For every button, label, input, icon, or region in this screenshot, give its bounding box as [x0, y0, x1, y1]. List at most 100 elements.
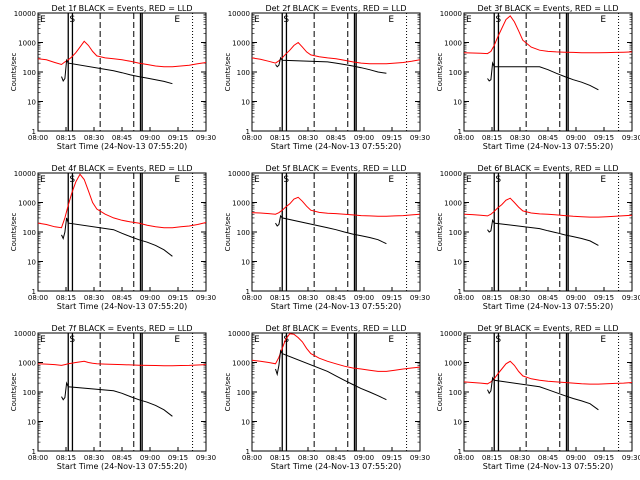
x-tick-label: 09:30 [410, 454, 430, 462]
y-tick-label: 1 [246, 128, 250, 136]
y-tick-label: 1000 [18, 200, 36, 208]
chart-title: Det 1f BLACK = Events, RED = LLD [51, 4, 192, 13]
y-tick-label: 100 [449, 389, 462, 397]
y-tick-label: 100 [237, 229, 250, 237]
lld-series-line [463, 15, 633, 55]
y-tick-label: 10 [453, 99, 462, 107]
event-marker-label: E [254, 175, 260, 185]
x-tick-label: 09:00 [140, 134, 160, 142]
x-tick-label: 09:15 [594, 294, 614, 302]
plot-frame [251, 332, 421, 452]
x-tick-label: 09:15 [168, 454, 188, 462]
lld-series-line [251, 196, 421, 217]
x-tick-label: 08:45 [112, 134, 132, 142]
events-series-line [61, 217, 173, 257]
x-tick-label: 08:00 [454, 454, 474, 462]
x-axis-label: Start Time (24-Nov-13 07:55:20) [271, 302, 401, 311]
y-tick-label: 1 [246, 288, 250, 296]
event-marker-label: E [388, 175, 394, 185]
chart-panel-5: Det 5f BLACK = Events, RED = LLD E S E 1 10 10… [224, 164, 430, 311]
plot-frame [463, 332, 633, 452]
chart-panel-3: Det 3f BLACK = Events, RED = LLD E S E 1 10 10… [436, 4, 640, 151]
y-tick-label: 1 [458, 448, 462, 456]
y-tick-label: 10000 [228, 170, 250, 178]
event-marker-label: S [69, 175, 75, 185]
events-series-line [61, 381, 173, 417]
y-tick-label: 1000 [232, 40, 250, 48]
x-tick-label: 09:00 [566, 454, 586, 462]
y-tick-label: 10 [241, 99, 250, 107]
x-tick-label: 09:30 [622, 294, 640, 302]
x-tick-label: 09:00 [140, 454, 160, 462]
x-tick-label: 09:30 [622, 134, 640, 142]
event-marker-label: E [174, 335, 180, 345]
y-tick-label: 1 [458, 288, 462, 296]
y-tick-label: 100 [237, 389, 250, 397]
y-tick-label: 100 [237, 69, 250, 77]
events-series-line [275, 349, 387, 401]
event-marker-label: E [40, 15, 46, 25]
x-tick-label: 09:00 [566, 134, 586, 142]
y-tick-label: 100 [23, 389, 36, 397]
x-tick-label: 09:15 [168, 134, 188, 142]
chart-title: Det 3f BLACK = Events, RED = LLD [477, 4, 618, 13]
x-tick-label: 09:00 [354, 294, 374, 302]
y-tick-label: 10000 [440, 330, 462, 338]
chart-panel-9: Det 9f BLACK = Events, RED = LLD E S E 1 10 10… [436, 324, 640, 471]
events-series-line [61, 58, 173, 85]
lld-series-line [37, 40, 207, 68]
event-marker-label: E [600, 335, 606, 345]
x-tick-label: 08:30 [298, 454, 318, 462]
x-tick-label: 08:00 [28, 134, 48, 142]
x-tick-label: 08:45 [538, 454, 558, 462]
x-tick-label: 08:45 [326, 454, 346, 462]
x-tick-label: 08:30 [510, 134, 530, 142]
x-tick-label: 08:45 [538, 294, 558, 302]
event-marker-label: S [283, 335, 289, 345]
x-tick-label: 09:15 [594, 134, 614, 142]
y-axis-label: Counts/sec [10, 213, 18, 252]
y-tick-label: 1 [32, 128, 36, 136]
x-tick-label: 08:30 [298, 294, 318, 302]
x-tick-label: 09:30 [410, 134, 430, 142]
x-tick-label: 08:45 [538, 134, 558, 142]
x-tick-label: 08:30 [84, 454, 104, 462]
y-tick-label: 10000 [14, 330, 36, 338]
x-tick-label: 08:00 [28, 454, 48, 462]
x-tick-label: 09:15 [382, 134, 402, 142]
y-tick-label: 1000 [232, 200, 250, 208]
event-marker-label: E [174, 15, 180, 25]
y-tick-label: 1000 [444, 40, 462, 48]
x-tick-label: 09:30 [196, 134, 216, 142]
plot-frame [37, 172, 207, 292]
chart-panel-4: Det 4f BLACK = Events, RED = LLD E S E 1 10 10… [10, 164, 216, 311]
chart-panel-6: Det 6f BLACK = Events, RED = LLD E S E 1 10 10… [436, 164, 640, 311]
event-marker-label: S [495, 335, 501, 345]
event-marker-label: E [600, 15, 606, 25]
event-marker-label: E [466, 175, 472, 185]
y-tick-label: 10 [453, 259, 462, 267]
x-axis-label: Start Time (24-Nov-13 07:55:20) [271, 462, 401, 471]
y-axis-label: Counts/sec [224, 373, 232, 412]
y-tick-label: 10000 [440, 10, 462, 18]
y-tick-label: 10 [27, 259, 36, 267]
x-tick-label: 08:00 [242, 294, 262, 302]
x-tick-label: 08:45 [112, 454, 132, 462]
event-marker-label: E [388, 335, 394, 345]
event-marker-label: S [495, 175, 501, 185]
event-marker-label: S [283, 15, 289, 25]
x-tick-label: 08:30 [510, 294, 530, 302]
event-marker-label: E [254, 335, 260, 345]
x-tick-label: 09:30 [410, 294, 430, 302]
y-tick-label: 10 [27, 99, 36, 107]
y-tick-label: 1000 [232, 360, 250, 368]
chart-panel-7: Det 7f BLACK = Events, RED = LLD E S E 1 10 10… [10, 324, 216, 471]
event-marker-label: E [466, 15, 472, 25]
y-axis-label: Counts/sec [10, 53, 18, 92]
chart-panel-2: Det 2f BLACK = Events, RED = LLD E S E 1 10 10… [224, 4, 430, 151]
event-marker-label: S [283, 175, 289, 185]
x-axis-label: Start Time (24-Nov-13 07:55:20) [483, 462, 613, 471]
event-marker-label: E [466, 335, 472, 345]
y-axis-label: Counts/sec [224, 53, 232, 92]
